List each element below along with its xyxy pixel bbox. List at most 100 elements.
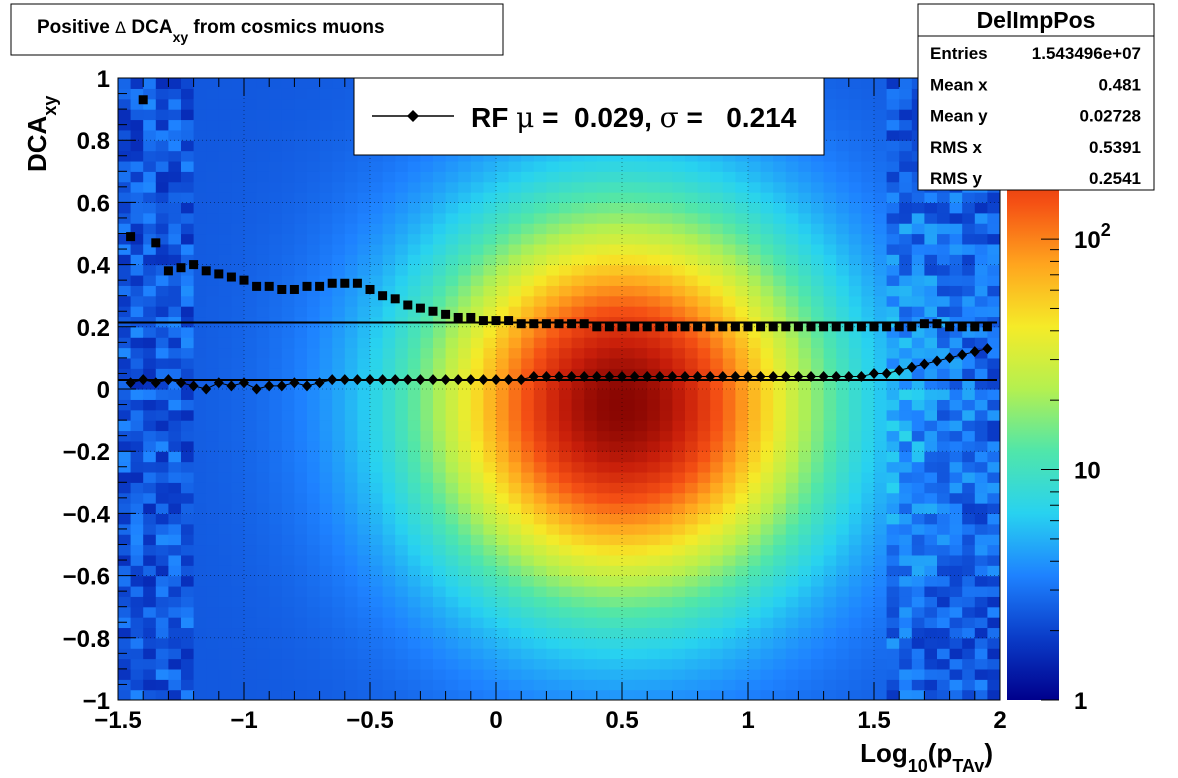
heatmap-cell	[760, 399, 774, 411]
heatmap-cell	[735, 202, 749, 214]
heatmap-cell	[193, 150, 207, 162]
heatmap-cell	[722, 451, 736, 463]
heatmap-cell	[987, 254, 1000, 266]
heatmap-cell	[319, 648, 333, 660]
heatmap-cell	[256, 181, 270, 193]
heatmap-cell	[748, 596, 762, 608]
heatmap-cell	[722, 503, 736, 514]
heatmap-cell	[193, 461, 207, 473]
data-point-square	[176, 263, 186, 273]
heatmap-cell	[118, 98, 132, 110]
heatmap-cell	[559, 171, 573, 183]
heatmap-cell	[760, 347, 774, 359]
heatmap-cell	[445, 295, 459, 307]
heatmap-cell	[508, 399, 522, 411]
heatmap-cell	[407, 285, 421, 297]
heatmap-cell	[256, 523, 270, 535]
heatmap-cell	[483, 658, 497, 670]
heatmap-cell	[508, 223, 522, 235]
heatmap-cell	[823, 378, 837, 390]
heatmap-cell	[193, 357, 207, 369]
heatmap-cell	[622, 513, 636, 525]
data-point-diamond	[818, 371, 829, 383]
heatmap-cell	[974, 285, 988, 297]
heatmap-cell	[269, 606, 283, 618]
heatmap-cell	[785, 461, 799, 473]
heatmap-cell	[206, 503, 220, 514]
heatmap-cell	[294, 129, 308, 141]
heatmap-cell	[332, 181, 346, 193]
heatmap-cell	[949, 596, 963, 608]
heatmap-cell	[218, 461, 232, 473]
heatmap-cell	[836, 212, 850, 224]
colorbar-label: 10	[1074, 458, 1101, 485]
heatmap-cell	[811, 337, 825, 349]
heatmap-cell	[294, 544, 308, 556]
heatmap-cell	[937, 254, 951, 266]
heatmap-cell	[433, 596, 447, 608]
heatmap-cell	[773, 482, 787, 494]
heatmap-cell	[533, 617, 547, 629]
heatmap-cell	[836, 440, 850, 452]
heatmap-cell	[924, 679, 938, 691]
heatmap-cell	[508, 326, 522, 338]
heatmap-cell	[760, 544, 774, 556]
heatmap-cell	[685, 233, 699, 245]
heatmap-cell	[672, 264, 686, 276]
heatmap-cell	[659, 637, 673, 649]
heatmap-cell	[193, 482, 207, 494]
heatmap-cell	[496, 513, 510, 525]
heatmap-cell	[244, 492, 258, 504]
data-point-square	[516, 319, 526, 329]
heatmap-cell	[609, 544, 623, 556]
heatmap-cell	[672, 679, 686, 691]
heatmap-cell	[256, 274, 270, 286]
heatmap-cell	[886, 378, 900, 390]
heatmap-cell	[206, 326, 220, 338]
heatmap-cell	[596, 461, 610, 473]
heatmap-cell	[584, 295, 598, 307]
heatmap-cell	[760, 337, 774, 349]
heatmap-cell	[168, 617, 182, 629]
heatmap-cell	[445, 368, 459, 380]
heatmap-cell	[143, 326, 157, 338]
heatmap-cell	[244, 285, 258, 297]
data-point-diamond	[780, 371, 791, 383]
heatmap-cell	[231, 409, 245, 421]
heatmap-cell	[861, 534, 875, 546]
heatmap-cell	[395, 337, 409, 349]
heatmap-cell	[748, 440, 762, 452]
heatmap-cell	[294, 534, 308, 546]
heatmap-cell	[155, 160, 169, 172]
heatmap-cell	[256, 306, 270, 318]
heatmap-cell	[987, 492, 1000, 504]
heatmap-cell	[218, 596, 232, 608]
heatmap-cell	[697, 503, 711, 514]
heatmap-cell	[634, 212, 648, 224]
heatmap-cell	[962, 264, 976, 276]
data-point-square	[390, 294, 400, 304]
heatmap-cell	[974, 668, 988, 680]
heatmap-cell	[319, 471, 333, 483]
heatmap-cell	[130, 326, 144, 338]
heatmap-cell	[899, 440, 913, 452]
heatmap-cell	[470, 492, 484, 504]
heatmap-cell	[848, 606, 862, 618]
heatmap-cell	[685, 192, 699, 203]
heatmap-cell	[559, 482, 573, 494]
heatmap-cell	[294, 679, 308, 691]
heatmap-cell	[244, 254, 258, 266]
heatmap-cell	[622, 440, 636, 452]
heatmap-cell	[193, 109, 207, 121]
heatmap-cell	[735, 689, 749, 700]
heatmap-cell	[445, 461, 459, 473]
heatmap-cell	[231, 554, 245, 566]
heatmap-cell	[861, 503, 875, 514]
heatmap-cell	[874, 523, 888, 535]
heatmap-cell	[974, 689, 988, 700]
heatmap-cell	[785, 523, 799, 535]
heatmap-cell	[168, 140, 182, 152]
heatmap-cell	[596, 171, 610, 183]
heatmap-cell	[244, 679, 258, 691]
heatmap-cell	[962, 409, 976, 421]
